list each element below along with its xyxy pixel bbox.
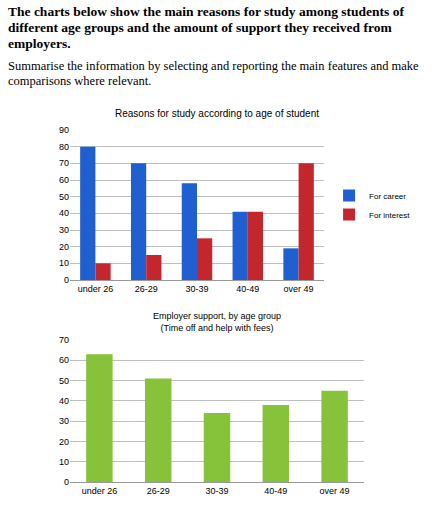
svg-text:0: 0 bbox=[64, 477, 69, 487]
svg-text:90: 90 bbox=[59, 125, 69, 135]
svg-text:20: 20 bbox=[59, 437, 69, 447]
html-text:Summarise the information by s: Summarise the information by selecting a… bbox=[8, 58, 419, 89]
svg-text:60: 60 bbox=[59, 355, 69, 365]
svg-text:60: 60 bbox=[59, 175, 69, 185]
svg-text:80: 80 bbox=[59, 142, 69, 152]
svg-text:50: 50 bbox=[59, 192, 69, 202]
svg-text:30: 30 bbox=[59, 225, 69, 235]
svg-text:50: 50 bbox=[59, 376, 69, 386]
svg-text:Employer support, by age group: Employer support, by age group(Time off … bbox=[153, 311, 281, 333]
svg-text:Reasons for study according to: Reasons for study according to age of st… bbox=[115, 108, 319, 119]
html-text:The charts below show the main: The charts below show the main reasons f… bbox=[8, 4, 404, 52]
svg-text:30: 30 bbox=[59, 416, 69, 426]
svg-text:10: 10 bbox=[59, 457, 69, 467]
svg-text:under 26: under 26 bbox=[82, 486, 118, 496]
svg-text:26-29: 26-29 bbox=[147, 486, 170, 496]
svg-text:20: 20 bbox=[59, 242, 69, 252]
svg-text:30-39: 30-39 bbox=[185, 284, 208, 294]
svg-text:over 49: over 49 bbox=[284, 284, 314, 294]
svg-text:40-49: 40-49 bbox=[264, 486, 287, 496]
svg-text:40: 40 bbox=[59, 208, 69, 218]
svg-text:40: 40 bbox=[59, 396, 69, 406]
svg-text:For interest: For interest bbox=[369, 211, 410, 220]
svg-text:26-29: 26-29 bbox=[135, 284, 158, 294]
svg-text:0: 0 bbox=[64, 275, 69, 285]
svg-text:under 26: under 26 bbox=[78, 284, 114, 294]
svg-text:10: 10 bbox=[59, 258, 69, 268]
svg-text:For career: For career bbox=[369, 192, 406, 201]
svg-text:70: 70 bbox=[59, 335, 69, 345]
svg-text:40-49: 40-49 bbox=[236, 284, 259, 294]
svg-text:70: 70 bbox=[59, 158, 69, 168]
svg-text:30-39: 30-39 bbox=[205, 486, 228, 496]
svg-text:over 49: over 49 bbox=[320, 486, 350, 496]
